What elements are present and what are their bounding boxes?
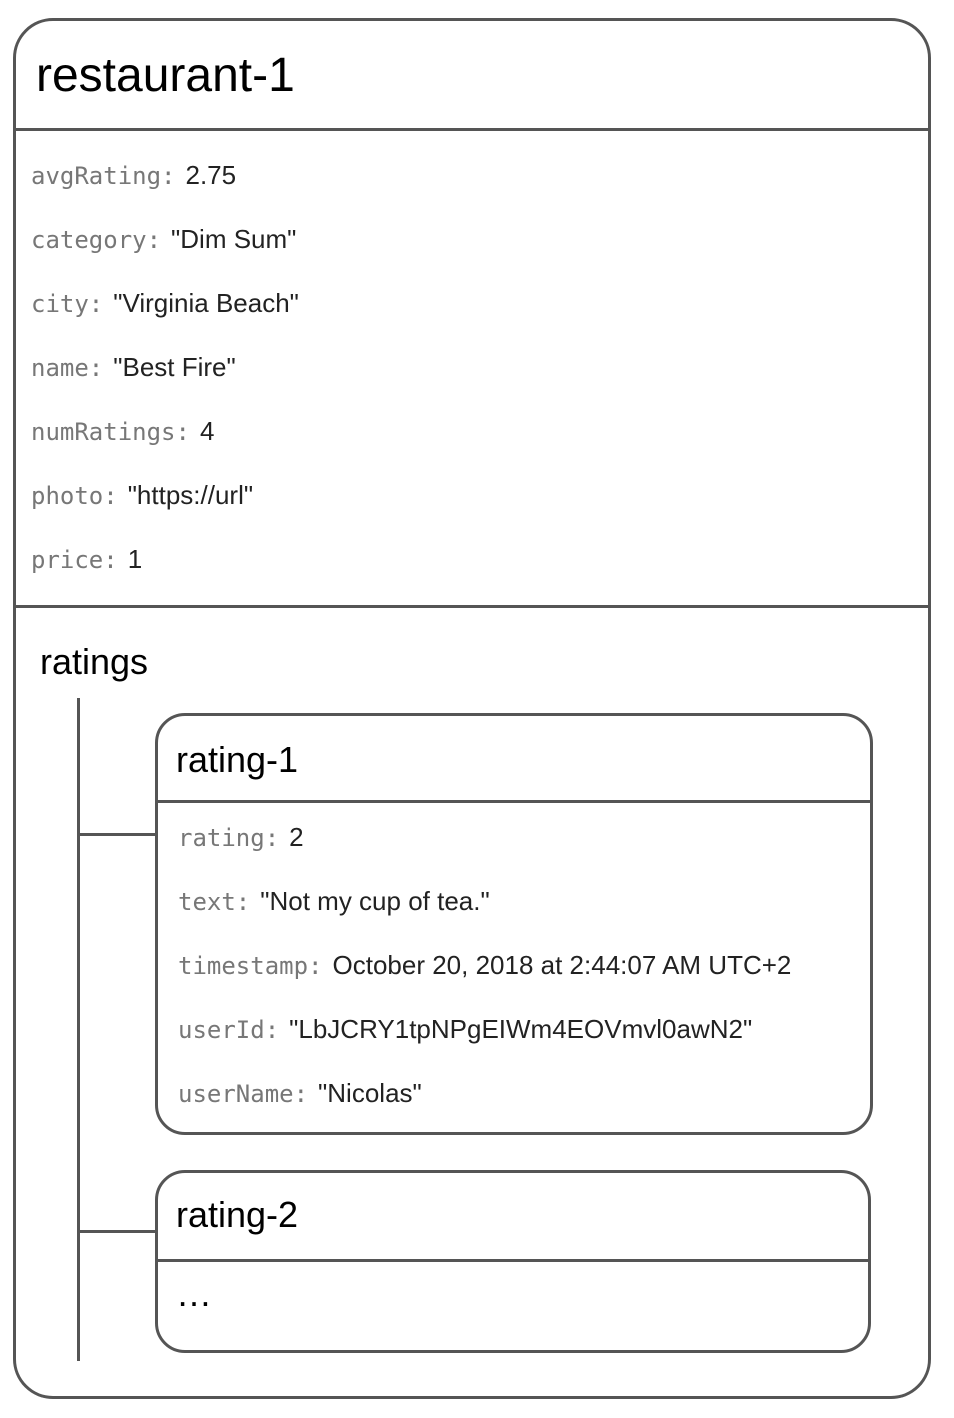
field-value: 2 [289,822,304,852]
field-row: userName: "Nicolas" [178,1078,422,1109]
tree-branch-rating-1 [77,833,156,836]
header-divider [15,128,929,131]
rating-2-ellipsis: … [176,1273,212,1314]
field-key: city: [31,290,104,318]
field-value: 4 [199,416,215,446]
field-value: "Dim Sum" [171,224,297,254]
field-row: avgRating: 2.75 [31,160,236,191]
field-value: "Virginia Beach" [113,288,299,318]
field-value: "LbJCRY1tpNPgEIWm4EOVmvl0awN2" [289,1014,753,1044]
field-key: timestamp: [178,952,323,980]
field-key: photo: [31,482,118,510]
restaurant-document-card [13,18,931,1399]
rating-1-divider [157,800,871,803]
field-row: numRatings: 4 [31,416,214,447]
field-row: text: "Not my cup of tea." [178,886,490,917]
field-key: userId: [178,1016,280,1044]
field-value: 2.75 [185,160,237,190]
field-value: 1 [127,544,143,574]
field-value: "Best Fire" [113,352,236,382]
field-row: timestamp: October 20, 2018 at 2:44:07 AM… [178,950,791,981]
field-key: name: [31,354,104,382]
fields-divider [15,605,929,608]
field-key: rating: [178,824,280,852]
field-row: userId: "LbJCRY1tpNPgEIWm4EOVmvl0awN2" [178,1014,752,1045]
field-row: name: "Best Fire" [31,352,236,383]
rating-2-divider [157,1259,869,1262]
rating-1-title: rating-1 [176,739,299,780]
rating-1-card [155,713,873,1135]
subcollection-title: ratings [40,641,149,682]
tree-branch-rating-2 [80,1230,156,1233]
field-key: price: [31,546,118,574]
field-value: October 20, 2018 at 2:44:07 AM UTC+2 [332,950,792,980]
tree-trunk-line [77,698,80,1361]
document-title: restaurant-1 [36,49,295,102]
field-key: text: [178,888,251,916]
field-value: "Not my cup of tea." [260,886,490,916]
field-key: avgRating: [31,162,176,190]
field-value: "Nicolas" [318,1078,422,1108]
field-key: category: [31,226,162,254]
field-key: numRatings: [31,418,190,446]
field-value: "https://url" [127,480,254,510]
rating-2-title: rating-2 [176,1194,299,1235]
field-key: userName: [178,1080,309,1108]
field-row: category: "Dim Sum" [31,224,296,255]
field-row: price: 1 [31,544,142,575]
field-row: city: "Virginia Beach" [31,288,299,319]
field-row: rating: 2 [178,822,304,853]
field-row: photo: "https://url" [31,480,253,511]
